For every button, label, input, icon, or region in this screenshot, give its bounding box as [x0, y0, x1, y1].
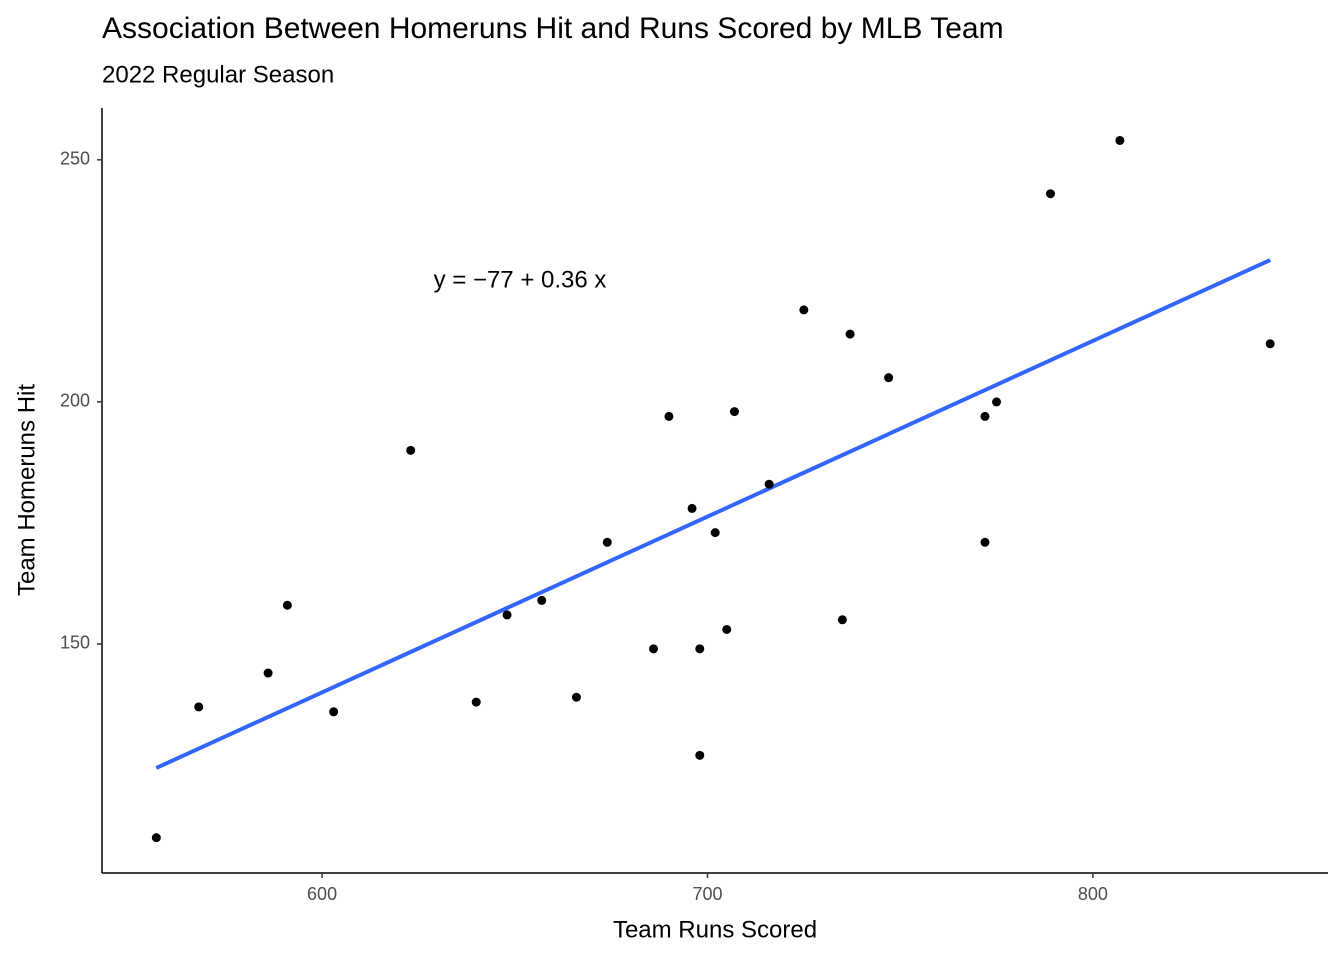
point [695, 750, 705, 760]
point [571, 692, 581, 702]
point [282, 600, 292, 610]
point [799, 305, 809, 315]
chart-subtitle: 2022 Regular Season [102, 61, 334, 88]
point [471, 697, 481, 707]
point [722, 624, 732, 634]
x-axis-label: Team Runs Scored [613, 916, 817, 943]
point [687, 503, 697, 513]
point [406, 445, 416, 455]
point [194, 702, 204, 712]
y-tick-label: 200 [60, 391, 90, 411]
point [329, 707, 339, 717]
point [649, 644, 659, 654]
point [980, 411, 990, 421]
point [845, 329, 855, 339]
y-tick-label: 150 [60, 633, 90, 653]
y-tick-label: 250 [60, 149, 90, 169]
point [502, 610, 512, 620]
point [764, 479, 774, 489]
point [1115, 135, 1125, 145]
point [695, 644, 705, 654]
point [884, 373, 894, 383]
point [263, 668, 273, 678]
point [980, 537, 990, 547]
point [837, 615, 847, 625]
point [992, 397, 1002, 407]
point [664, 411, 674, 421]
x-tick-label: 700 [692, 884, 722, 904]
point [151, 833, 161, 843]
point [729, 407, 739, 417]
point [1265, 339, 1275, 349]
x-tick-label: 600 [307, 884, 337, 904]
x-tick-label: 800 [1078, 884, 1108, 904]
point [1046, 189, 1056, 199]
chart-title: Association Between Homeruns Hit and Run… [102, 12, 1004, 45]
y-axis-label: Team Homeruns Hit [13, 384, 40, 596]
point [602, 537, 612, 547]
point [537, 595, 547, 605]
equation: y = −77 + 0.36 x [434, 266, 607, 293]
trend-line [155, 258, 1272, 770]
point [710, 528, 720, 538]
